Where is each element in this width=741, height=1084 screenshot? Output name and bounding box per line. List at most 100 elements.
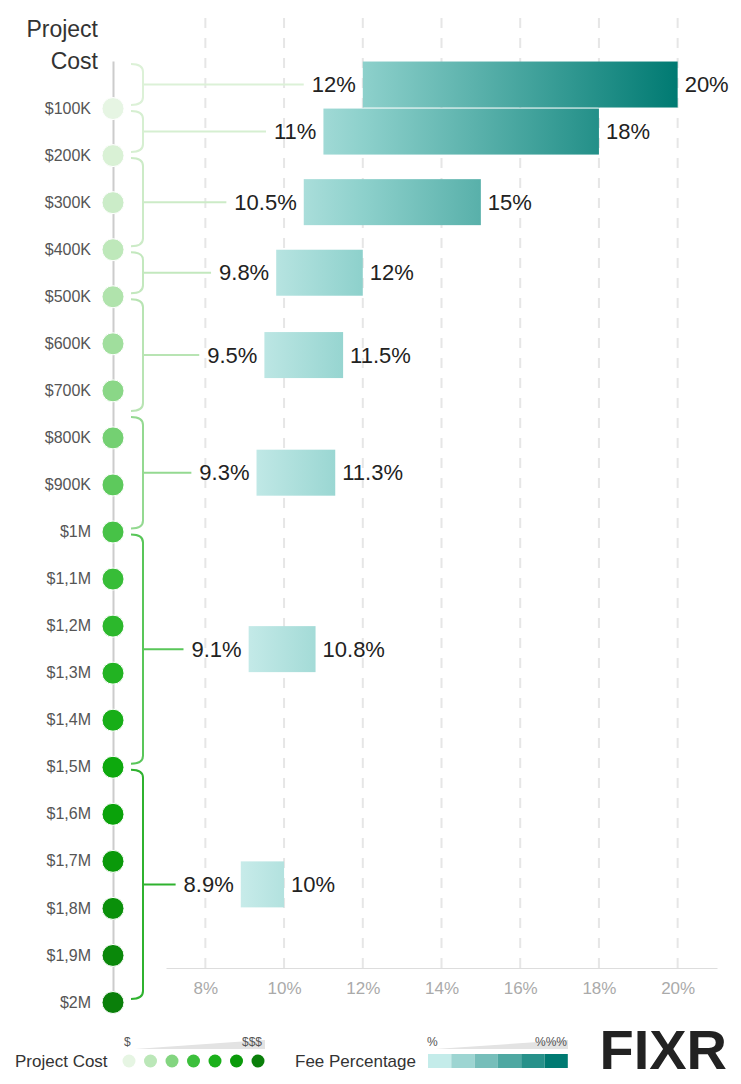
grid-line bbox=[598, 18, 600, 968]
y-tick-dot bbox=[102, 145, 124, 167]
data-label-low: 9.8% bbox=[219, 260, 269, 285]
color-keys: Project Cost$$$$Fee Percentage%%%% bbox=[15, 1035, 568, 1071]
cost-connector bbox=[143, 84, 304, 86]
key-swatch bbox=[209, 1055, 222, 1068]
bar bbox=[257, 450, 336, 496]
y-tick-dot bbox=[102, 756, 124, 778]
y-tick-dot bbox=[102, 427, 124, 449]
data-label-high: 10% bbox=[291, 872, 335, 897]
data-label-low: 8.9% bbox=[184, 872, 234, 897]
key-swatch bbox=[187, 1055, 200, 1068]
data-label-high: 11.5% bbox=[350, 343, 411, 368]
y-tick-label: $1M bbox=[60, 523, 91, 540]
y-tick: $1,1M bbox=[47, 568, 124, 590]
data-label-high: 20% bbox=[685, 72, 729, 97]
cost-bracket bbox=[131, 417, 143, 529]
x-tick: 16% bbox=[504, 968, 538, 998]
y-tick: $1M bbox=[60, 521, 124, 543]
y-tick-label: $400K bbox=[45, 241, 92, 258]
key-high: $$$ bbox=[242, 1035, 262, 1049]
y-tick-dot bbox=[102, 239, 124, 261]
brackets bbox=[131, 64, 304, 999]
cost-connector bbox=[143, 883, 176, 885]
data-labels: 12%20%11%18%10.5%15%9.8%12%9.5%11.5%9.3%… bbox=[184, 72, 729, 897]
y-tick-dot bbox=[102, 286, 124, 308]
key-swatch bbox=[521, 1054, 544, 1068]
key-title: Project Cost bbox=[15, 1052, 108, 1071]
cost-bracket bbox=[131, 770, 143, 999]
cost-connector bbox=[143, 648, 183, 650]
y-tick-dot bbox=[102, 850, 124, 872]
y-tick-label: $1,4M bbox=[47, 711, 91, 728]
bar bbox=[304, 179, 481, 225]
y-tick: $1,6M bbox=[47, 803, 124, 825]
y-tick: $1,5M bbox=[47, 756, 124, 778]
key-swatch bbox=[230, 1055, 243, 1068]
y-tick: $600K bbox=[45, 333, 124, 355]
cost-bracket bbox=[131, 252, 143, 293]
y-tick-label: $200K bbox=[45, 147, 92, 164]
grid-line bbox=[519, 18, 521, 968]
bars bbox=[241, 62, 678, 908]
y-tick-dot bbox=[102, 944, 124, 966]
y-tick-label: $900K bbox=[45, 476, 92, 493]
cost-bracket bbox=[131, 64, 143, 105]
y-tick-dot bbox=[102, 662, 124, 684]
data-label-low: 12% bbox=[312, 72, 356, 97]
y-tick-label: $600K bbox=[45, 335, 92, 352]
x-tick: 20% bbox=[661, 968, 695, 998]
y-tick-label: $100K bbox=[45, 100, 92, 117]
bar bbox=[323, 109, 599, 155]
x-axis: 8%10%12%14%16%18%20% bbox=[167, 968, 718, 998]
x-tick-label: 10% bbox=[268, 979, 302, 998]
y-tick: $700K bbox=[45, 380, 124, 402]
y-tick-dot bbox=[102, 192, 124, 214]
y-tick: $1,7M bbox=[47, 850, 124, 872]
key-swatch bbox=[166, 1055, 179, 1068]
data-label-high: 18% bbox=[606, 119, 650, 144]
data-label-low: 9.3% bbox=[199, 460, 249, 485]
cost-connector bbox=[143, 472, 191, 474]
data-label-high: 15% bbox=[488, 190, 532, 215]
x-tick-label: 16% bbox=[504, 979, 538, 998]
grid-line bbox=[204, 18, 206, 968]
grid-line bbox=[362, 18, 364, 968]
cost-bracket bbox=[131, 111, 143, 152]
key-swatch bbox=[498, 1054, 521, 1068]
key-swatch bbox=[451, 1054, 474, 1068]
data-label-low: 9.1% bbox=[191, 637, 241, 662]
data-label-low: 10.5% bbox=[234, 190, 296, 215]
key-swatch bbox=[144, 1055, 157, 1068]
y-tick: $900K bbox=[45, 474, 124, 496]
x-tick: 14% bbox=[425, 968, 459, 998]
y-tick-label: $500K bbox=[45, 288, 92, 305]
y-tick: $400K bbox=[45, 239, 124, 261]
y-tick: $300K bbox=[45, 192, 124, 214]
cost-connector bbox=[143, 131, 266, 133]
bar bbox=[264, 332, 343, 378]
data-label-low: 9.5% bbox=[207, 343, 257, 368]
y-tick: $500K bbox=[45, 286, 124, 308]
y-tick-dot bbox=[102, 474, 124, 496]
y-tick: $1,2M bbox=[47, 615, 124, 637]
key-high: %%% bbox=[535, 1035, 567, 1049]
y-tick-dot bbox=[102, 615, 124, 637]
y-tick-label: $1,2M bbox=[47, 617, 91, 634]
logo: FIXR bbox=[599, 1018, 727, 1081]
cost-bracket bbox=[131, 158, 143, 246]
y-tick-label: $2M bbox=[60, 994, 91, 1011]
y-tick-dot bbox=[102, 333, 124, 355]
x-tick-label: 14% bbox=[425, 979, 459, 998]
grid-line bbox=[677, 18, 679, 968]
bar bbox=[276, 250, 363, 296]
y-axis: $100K$200K$300K$400K$500K$600K$700K$800K… bbox=[45, 62, 124, 1014]
y-axis-title: Project Cost bbox=[26, 16, 98, 74]
x-tick-label: 18% bbox=[582, 979, 616, 998]
y-tick-dot bbox=[102, 98, 124, 120]
y-tick: $1,3M bbox=[47, 662, 124, 684]
bar bbox=[363, 62, 678, 108]
y-tick: $1,9M bbox=[47, 944, 124, 966]
key-title: Fee Percentage bbox=[295, 1052, 416, 1071]
x-tick-label: 20% bbox=[661, 979, 695, 998]
y-tick-dot bbox=[102, 803, 124, 825]
